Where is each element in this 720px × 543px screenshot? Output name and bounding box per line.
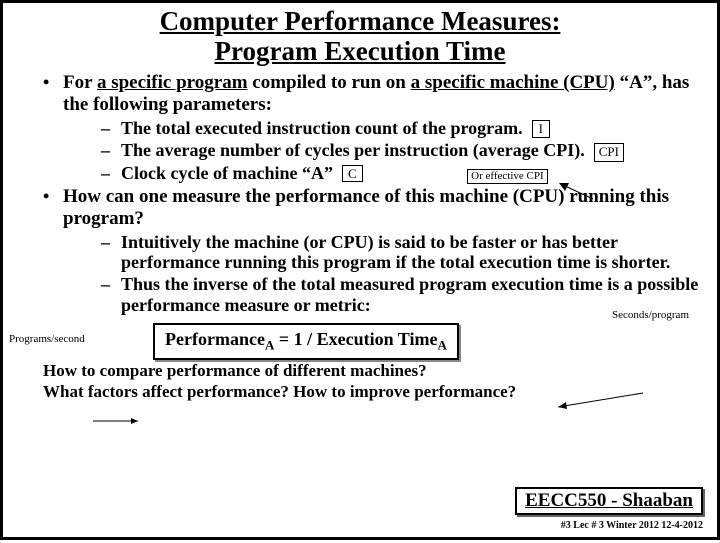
t: a specific machine (CPU) xyxy=(411,72,615,93)
cpi-box: CPI xyxy=(594,143,624,162)
t: A xyxy=(265,338,274,353)
effective-cpi-box: Or effective CPI xyxy=(467,169,548,184)
title-line-1: Computer Performance Measures: xyxy=(160,6,561,36)
t: Clock cycle of machine “A” xyxy=(121,163,333,183)
slide-title: Computer Performance Measures: Program E… xyxy=(21,7,699,66)
title-line-2: Program Execution Time xyxy=(215,36,506,66)
bullet-list: For a specific program compiled to run o… xyxy=(21,72,699,315)
t: The average number of cycles per instruc… xyxy=(121,140,585,160)
t: compiled to run on xyxy=(248,72,411,93)
t: The total executed instruction count of … xyxy=(121,118,523,138)
sub-1: The total executed instruction count of … xyxy=(101,118,699,139)
i-box: I xyxy=(532,120,550,138)
sub-2: The average number of cycles per instruc… xyxy=(101,140,699,162)
t: How can one measure the performance of t… xyxy=(63,186,669,229)
t: For xyxy=(63,72,97,93)
sub-4: Intuitively the machine (or CPU) is said… xyxy=(101,232,699,273)
sub-5: Thus the inverse of the total measured p… xyxy=(101,274,699,315)
programs-per-second-label: Programs/second xyxy=(9,333,85,345)
seconds-per-program-label: Seconds/program xyxy=(612,309,689,321)
question-1: How to compare performance of different … xyxy=(43,361,699,381)
t: a specific program xyxy=(97,72,248,93)
t: Performance xyxy=(165,329,265,349)
t: A xyxy=(437,338,446,353)
t: = 1 / Execution Time xyxy=(274,329,437,349)
c-box: C xyxy=(342,165,363,183)
bullet-1: For a specific program compiled to run o… xyxy=(43,72,699,184)
question-2: What factors affect performance? How to … xyxy=(43,382,699,402)
formula-box: PerformanceA = 1 / Execution TimeA xyxy=(153,323,459,360)
footer-meta: #3 Lec # 3 Winter 2012 12-4-2012 xyxy=(561,520,703,531)
bullet-2: How can one measure the performance of t… xyxy=(43,186,699,315)
sublist-2: Intuitively the machine (or CPU) is said… xyxy=(63,232,699,316)
sublist-1: The total executed instruction count of … xyxy=(63,118,699,184)
formula-row: Seconds/program Programs/second Performa… xyxy=(21,321,699,361)
t: Intuitively the machine (or CPU) is said… xyxy=(121,232,670,273)
slide-content: Computer Performance Measures: Program E… xyxy=(3,3,717,402)
footer-course-box: EECC550 - Shaaban xyxy=(515,487,703,515)
sub-3: Clock cycle of machine “A” C Or effectiv… xyxy=(101,163,699,184)
